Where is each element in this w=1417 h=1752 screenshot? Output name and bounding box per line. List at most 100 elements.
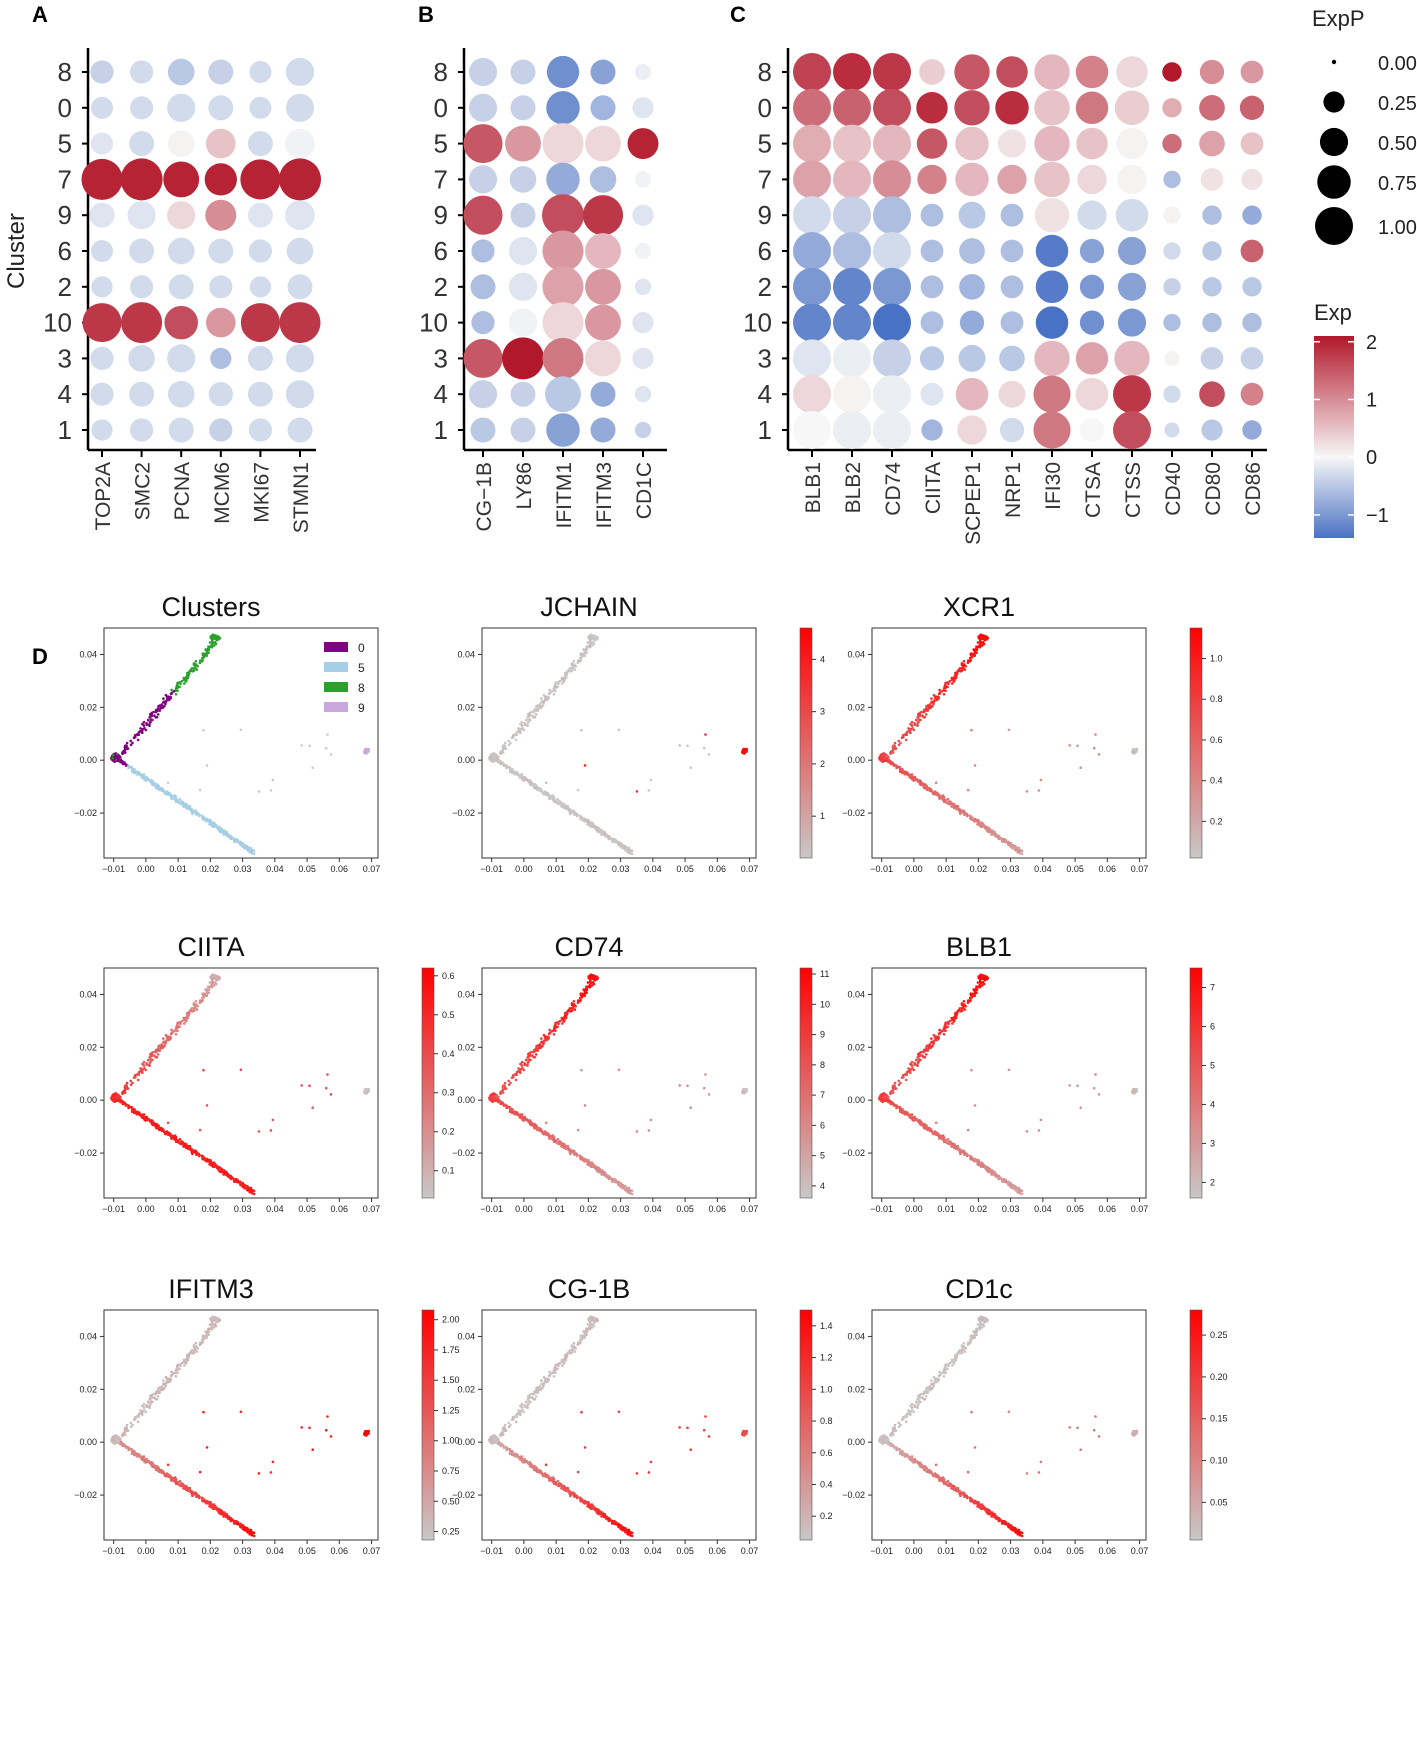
scatter-point <box>329 1093 333 1096</box>
x-tick-label: 0.04 <box>1034 864 1052 874</box>
scatter-point <box>176 685 180 688</box>
dot-mark <box>833 160 871 199</box>
dot-mark <box>1075 91 1109 125</box>
dot-mark <box>208 59 234 85</box>
scatter-point <box>588 823 591 826</box>
scatter-point <box>979 641 982 644</box>
scatter-point <box>904 738 908 742</box>
scatter-point <box>583 651 587 655</box>
scatter-point <box>951 802 955 806</box>
x-tick-label: 0.01 <box>169 864 187 874</box>
scatter-point <box>898 770 902 773</box>
scatter-point <box>123 746 127 749</box>
scatter-point <box>944 685 948 688</box>
dot-mark <box>542 266 584 308</box>
scatter-point <box>190 808 193 812</box>
scatter-point <box>942 693 946 696</box>
scatter-point <box>123 1086 127 1089</box>
scatter-point <box>162 1041 165 1044</box>
scatter-point <box>232 838 235 841</box>
scatter-point <box>977 819 980 823</box>
scatter-point <box>544 781 548 785</box>
dot-mark <box>957 415 987 445</box>
dot-mark <box>129 381 155 407</box>
scatter-point <box>968 659 972 663</box>
scatter-point <box>195 1003 198 1006</box>
x-tick-label: 0.07 <box>741 1204 759 1214</box>
scatter-point <box>514 771 518 775</box>
dot-mark <box>793 53 831 91</box>
scatter-point <box>1007 842 1010 845</box>
scatter-point <box>519 774 523 778</box>
scatter-point <box>909 722 912 726</box>
scatter-point <box>937 795 941 798</box>
scatter-point <box>252 849 256 853</box>
scatter-point <box>195 663 198 666</box>
scatter-point <box>587 819 590 823</box>
scatter-point <box>211 641 214 644</box>
x-tick-label: 0.07 <box>363 1204 381 1214</box>
colorbar-tick-label: 0.5 <box>442 1010 455 1020</box>
scatter-point <box>586 641 590 644</box>
scatter-point <box>115 1096 119 1099</box>
dot-mark <box>632 311 654 334</box>
dot-mark <box>920 203 944 227</box>
scatter-point <box>590 634 594 638</box>
scatter-point <box>954 674 957 677</box>
scatter-point <box>497 755 500 759</box>
scatter-point <box>502 764 506 767</box>
scatter-point <box>1020 852 1024 856</box>
size-legend-dot <box>1319 127 1349 157</box>
dot-mark <box>634 63 652 81</box>
dot-mark <box>463 195 503 235</box>
x-tick-label: 0.00 <box>515 864 533 874</box>
scatter-point <box>621 846 624 850</box>
scatter-point <box>189 669 192 672</box>
scatter-point <box>686 744 689 748</box>
scatter-point <box>567 669 570 672</box>
dot-mark <box>510 202 536 228</box>
scatter-point <box>916 780 920 783</box>
dot-mark <box>163 161 200 198</box>
scatter-point <box>181 1140 184 1144</box>
scatter-point <box>119 755 122 759</box>
dot-mark <box>959 310 985 335</box>
cluster-legend-swatch <box>324 642 348 652</box>
scatter-point <box>202 728 205 732</box>
scatter-point <box>146 718 150 722</box>
scatter-point <box>162 697 165 700</box>
scatter-point <box>172 1135 175 1139</box>
dot-mark <box>247 381 273 407</box>
scatter-point <box>929 704 932 708</box>
colorbar-tick-label: 0.8 <box>1210 694 1223 704</box>
dot-mark <box>1034 197 1070 233</box>
scatter-point <box>148 780 152 783</box>
color-legend-label: 0 <box>1366 447 1377 469</box>
gene-tick-label: STMN1 <box>290 462 313 533</box>
scatter-point <box>949 800 952 804</box>
scatter-point <box>507 739 511 743</box>
scatter-point <box>143 778 146 781</box>
dot-mark <box>1079 274 1105 299</box>
gene-tick-label: NRP1 <box>1002 462 1025 518</box>
dot-mark <box>247 131 273 157</box>
scatter-point <box>156 713 160 716</box>
dot-mark <box>873 411 911 449</box>
scatter-point <box>184 680 188 683</box>
dot-mark <box>1199 94 1225 121</box>
dot-mark <box>1034 125 1070 162</box>
scatter-point <box>243 846 246 850</box>
scatter-point <box>326 1073 329 1076</box>
scatter-point <box>576 814 579 818</box>
dot-mark <box>1075 377 1109 411</box>
size-legend-label: 1.00 <box>1378 217 1417 239</box>
scatter-point <box>530 710 533 714</box>
scatter-point <box>998 836 1001 839</box>
scatter-point <box>329 753 333 756</box>
scatter-point <box>223 831 226 834</box>
scatter-point <box>897 739 900 743</box>
row-tick-label: 1 <box>58 415 72 445</box>
scatter-point <box>202 994 206 998</box>
dot-mark <box>91 419 113 441</box>
